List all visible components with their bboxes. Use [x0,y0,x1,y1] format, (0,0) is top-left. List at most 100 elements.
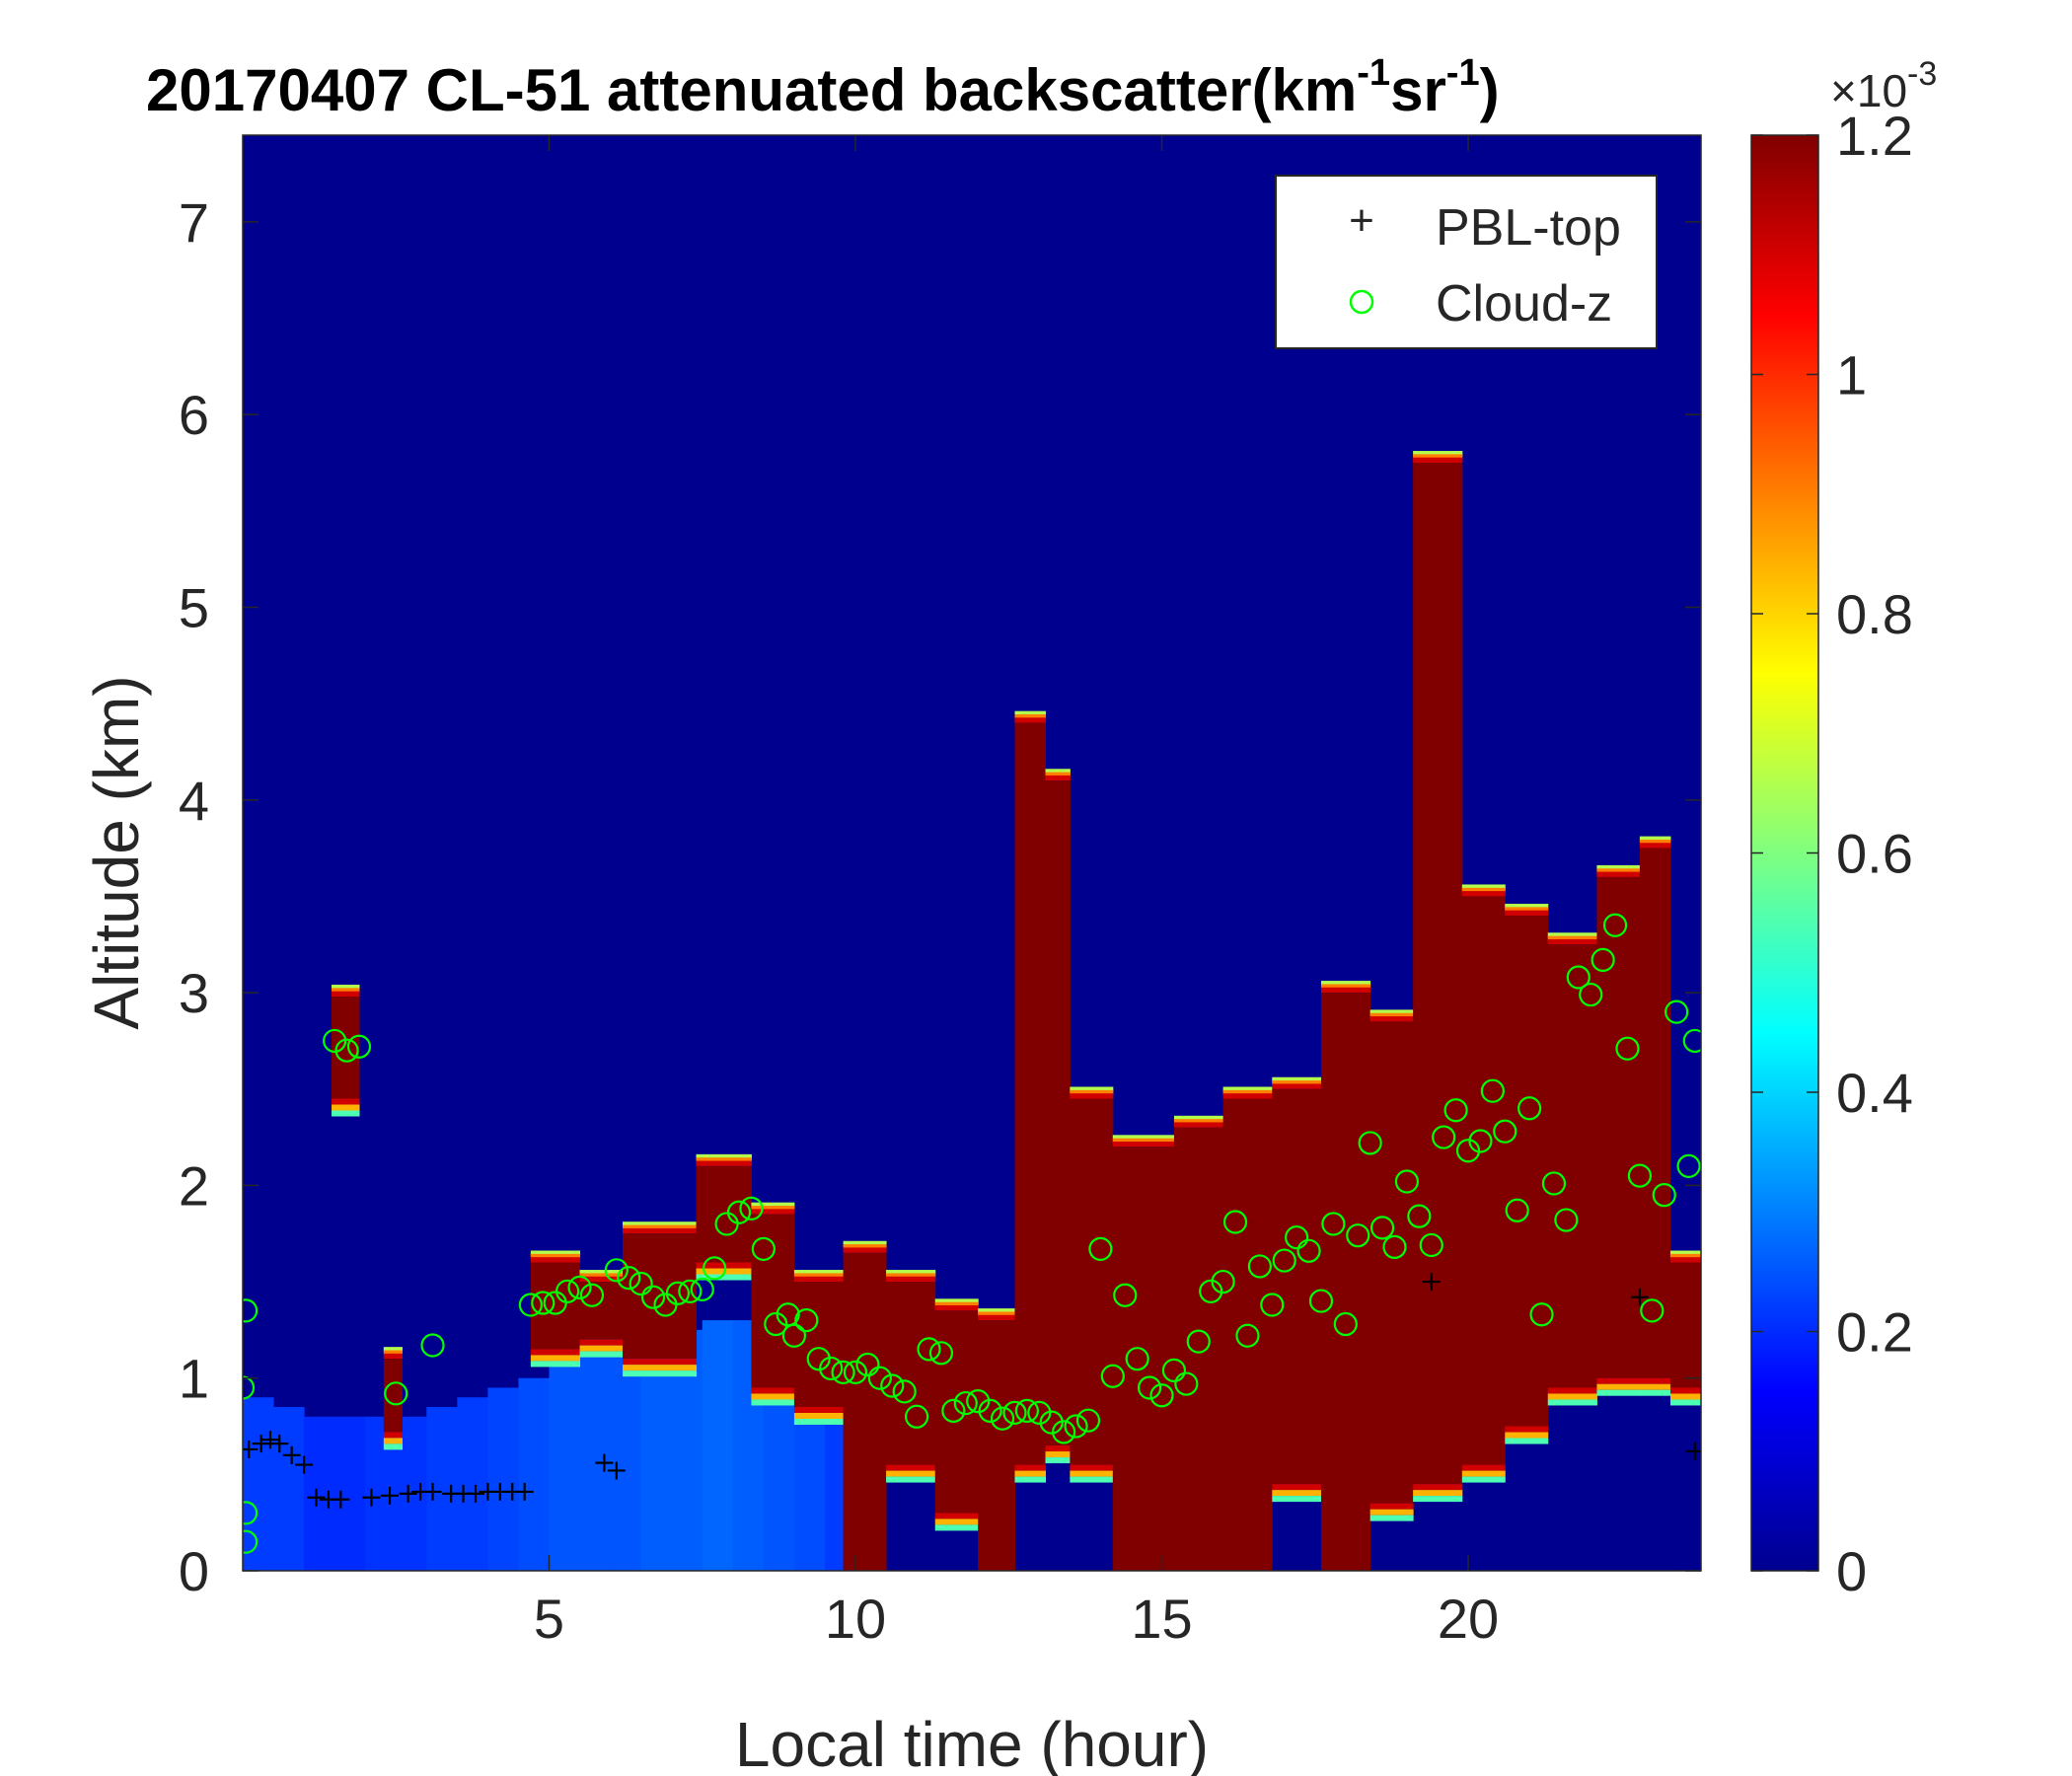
cloud-z-marker [941,1398,966,1423]
heatmap-cell [1596,871,1641,877]
cloud-z-marker [678,1279,703,1303]
heatmap-cell [793,1276,845,1283]
heatmap-cell [793,1412,845,1419]
cloud-z-marker [1235,1323,1260,1348]
colorbar-tick-label: 0 [1836,1540,1867,1602]
cloud-z-marker [1627,1163,1652,1188]
heatmap-cell [843,1244,887,1250]
cloud-z-marker [1676,1153,1701,1178]
heatmap-cell [751,1399,795,1406]
cloud-z-marker [843,1360,868,1384]
heatmap-cell [1045,775,1071,781]
heatmap-cell [978,1314,1015,1321]
heatmap-cell [1547,1399,1597,1406]
pbl-top-marker [260,1431,279,1449]
cloud-z-marker [1161,1358,1187,1382]
heatmap-cell [579,1276,624,1283]
cloud-z-marker [323,1028,347,1054]
cloud-z-marker [1554,1208,1579,1232]
heatmap-cell [934,1518,979,1525]
cloud-z-marker [1100,1364,1125,1388]
heatmap-cell [530,1355,581,1362]
heatmap-cell [1413,1484,1463,1491]
cloud-z-marker [978,1398,1002,1423]
heatmap-cell [1639,843,1671,849]
heatmap-cell [1272,1083,1322,1089]
cloud-z-marker [1432,1125,1456,1149]
heatmap-cell [1639,836,1671,842]
heatmap-cell [579,1273,624,1279]
cloud-z-marker [1480,1078,1505,1103]
heatmap-cell [579,1345,624,1352]
cloud-z-marker [1174,1371,1199,1396]
cloud-z-marker [917,1337,941,1362]
heatmap-cell [1505,1432,1549,1439]
heatmap-cell [1413,463,1463,1485]
cloud-z-marker [953,1390,978,1416]
heatmap-cell [934,1524,979,1531]
cloud-z-marker [1602,913,1628,937]
heatmap-cell [1014,710,1047,717]
heatmap-cell [1014,1464,1047,1471]
heatmap-cell [1173,1122,1224,1128]
cloud-z-marker [726,1200,752,1224]
heatmap-cells [243,451,1701,1571]
cloud-z-marker [1014,1398,1039,1423]
pbl-top-marker [270,1435,289,1453]
heatmap-cell [934,1301,979,1308]
heatmap-cell [530,1257,581,1263]
heatmap-cell [623,1227,698,1234]
heatmap-cell [793,1418,845,1425]
heatmap-cell [1369,1016,1414,1022]
colorbar-multiplier: ×10-3 [1830,55,1937,116]
heatmap-cell [334,1416,366,1571]
cloud-z-marker [1113,1283,1138,1307]
heatmap-cell [1639,848,1671,1378]
cloud-z-marker [751,1236,776,1261]
cloud-z-marker [1652,1183,1676,1208]
heatmap-cell [793,1282,845,1407]
cloud-z-marker [243,1501,259,1525]
heatmap-cell [843,1240,887,1247]
heatmap-cell [1272,1080,1322,1086]
cloud-z-marker [1333,1311,1358,1337]
cloud-z-marker [1394,1169,1420,1194]
heatmap-cell [1173,1127,1224,1571]
heatmap-cell [1669,1257,1701,1263]
cloud-z-marker [1346,1223,1370,1248]
y-axis-label: Altitude (km) [81,675,152,1029]
heatmap-cell [549,1359,581,1571]
cloud-z-marker [1321,1212,1346,1236]
pbl-top-marker [399,1484,417,1503]
y-tick-label: 1 [179,1348,209,1410]
legend-cloud-label: Cloud-z [1436,275,1612,333]
heatmap-cell [886,1276,936,1283]
cloud-z-marker [1199,1279,1223,1303]
heatmap-cell [1596,1383,1641,1390]
heatmap-cell [1547,1393,1597,1400]
colorbar-tick-label: 0.8 [1836,583,1913,645]
heatmap-cell [1639,1377,1671,1384]
heatmap-cell [579,1270,624,1276]
heatmap-cell [530,1349,581,1356]
x-axis-label: Local time (hour) [735,1709,1209,1776]
heatmap-cell [1669,1399,1701,1406]
cloud-z-marker [781,1323,807,1348]
heatmap-cell [1505,1426,1549,1433]
heatmap-cell [1369,1021,1414,1504]
legend-pbl-label: PBL-top [1436,199,1621,257]
cloud-z-marker [1505,1198,1529,1222]
heatmap-cell [1669,1387,1701,1394]
heatmap-cell [383,1438,403,1444]
heatmap-cell [1173,1119,1224,1125]
legend-cloud-marker [1349,289,1374,315]
pbl-top-marker [282,1445,301,1464]
cloud-z-marker [1419,1232,1443,1258]
heatmap-cell [332,1098,360,1105]
cloud-z-marker [617,1266,641,1291]
heatmap-cell [1547,1387,1597,1394]
heatmap-cell [1639,839,1671,846]
heatmap-cell [978,1311,1015,1317]
cloud-z-marker [1027,1400,1052,1425]
pbl-top-marker [1422,1273,1441,1292]
